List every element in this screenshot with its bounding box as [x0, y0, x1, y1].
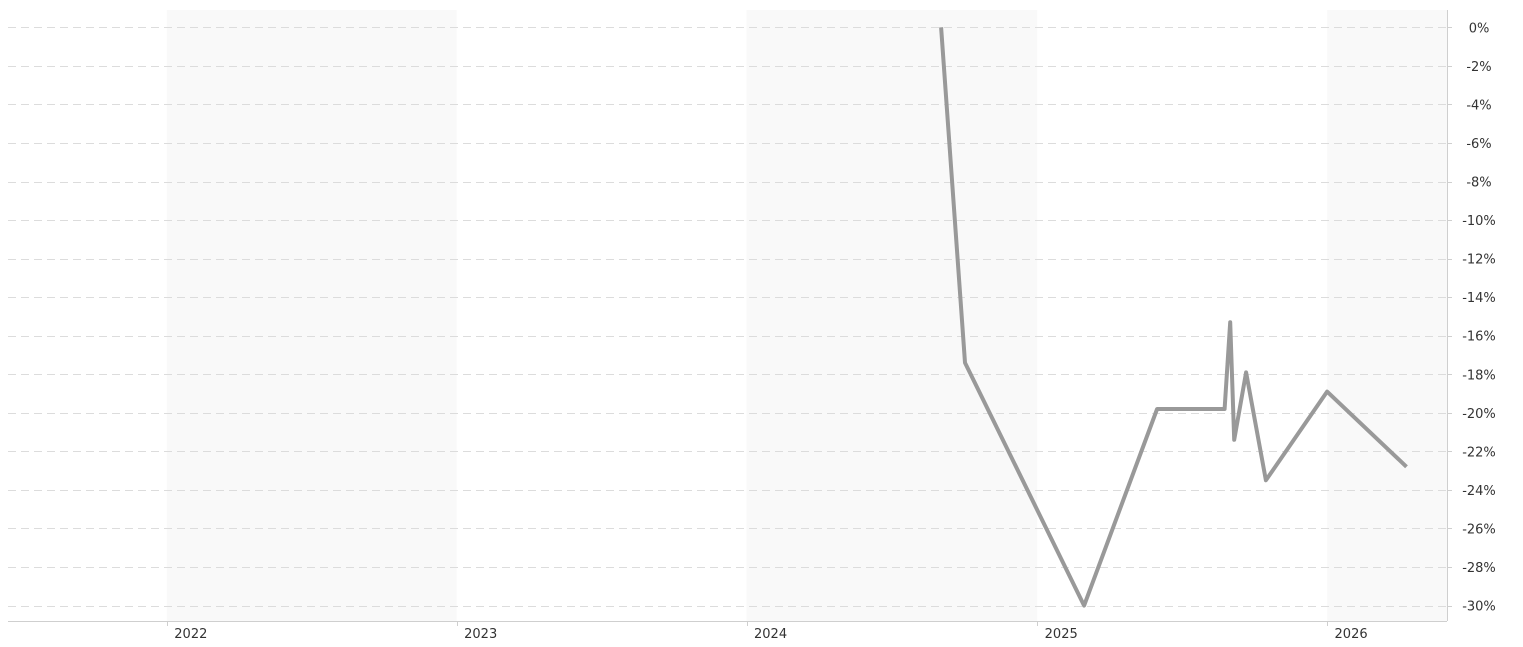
y-tick-label: -22%	[1462, 445, 1496, 460]
series-line-0	[939, 27, 1408, 608]
year-band-2026	[1327, 10, 1447, 621]
x-tick-labels: 2022 2023 2024 2025 2026	[167, 621, 1368, 642]
y-tick-label: -14%	[1462, 291, 1496, 306]
y-tick-label: -8%	[1466, 176, 1491, 191]
y-tick-label: -20%	[1462, 407, 1496, 422]
y-tick-label: -6%	[1466, 137, 1491, 152]
x-tick-label: 2022	[174, 627, 207, 642]
x-tick-label: 2023	[464, 627, 497, 642]
axes	[8, 10, 1448, 622]
y-tick-label: -26%	[1462, 522, 1496, 537]
y-tick-label: -4%	[1466, 98, 1491, 113]
x-tick-label: 2025	[1045, 627, 1078, 642]
y-tick-label: 0%	[1469, 21, 1490, 36]
x-tick-label: 2026	[1335, 627, 1368, 642]
series-group	[939, 27, 1408, 608]
y-tick-label: -18%	[1462, 368, 1496, 383]
y-tick-label: -30%	[1462, 600, 1496, 615]
y-tick-label: -10%	[1462, 214, 1496, 229]
y-tick-labels: 0% -2% -4% -6% -8% -10% -12% -14% -16% -18% -20% -2…	[1447, 21, 1496, 615]
y-tick-label: -28%	[1462, 561, 1496, 576]
y-tick-label: -16%	[1462, 330, 1496, 345]
year-band-2024	[746, 10, 1038, 621]
gridlines	[8, 27, 1447, 607]
y-tick-label: -12%	[1462, 253, 1496, 268]
x-tick-label: 2024	[754, 627, 787, 642]
y-tick-label: -2%	[1466, 60, 1491, 75]
year-band-2022	[166, 10, 457, 621]
year-bands	[166, 10, 1447, 621]
y-tick-label: -24%	[1462, 484, 1496, 499]
